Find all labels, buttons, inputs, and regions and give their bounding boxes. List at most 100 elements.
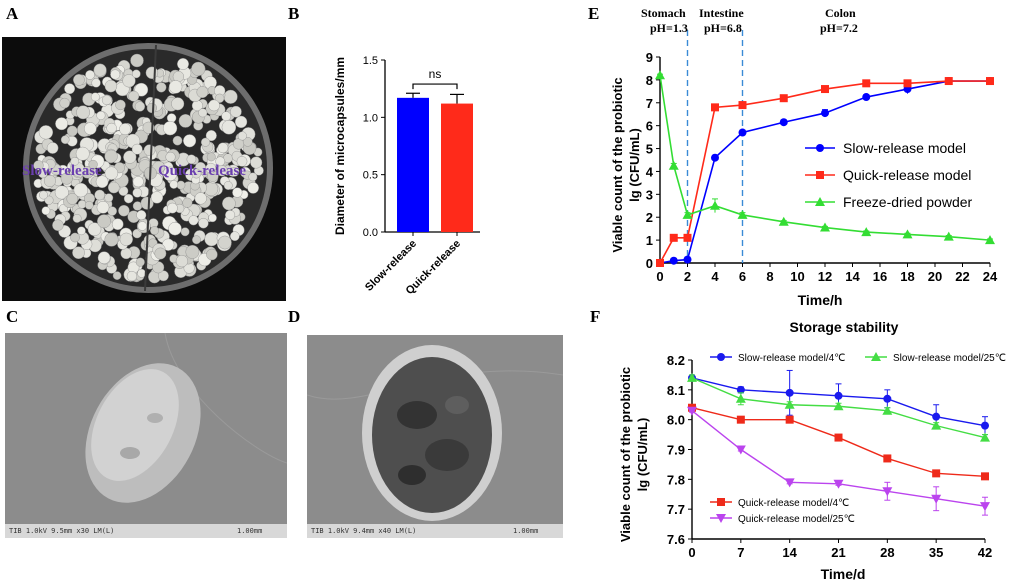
- f-y-tick-label: 8.0: [667, 413, 685, 428]
- e-point-freeze: [737, 209, 748, 219]
- f-point-slow-25c: [833, 401, 844, 411]
- f-x-tick-label: 14: [782, 545, 797, 560]
- f-point-slow-4c: [932, 412, 941, 421]
- e-y-tick-label: 8: [646, 73, 653, 88]
- e-x-tick-label: 14: [845, 269, 860, 284]
- label-quick-release: Quick-release: [158, 163, 246, 179]
- e-phase-colon: Colon: [825, 6, 856, 20]
- e-point-freeze: [861, 227, 872, 237]
- e-point-quick: [656, 259, 664, 267]
- e-y-tick-label: 6: [646, 119, 653, 134]
- b-bar-slow: [397, 97, 429, 232]
- e-y-axis-title: Viable count of the probiotic: [610, 77, 625, 252]
- f-point-quick-25c: [784, 478, 795, 488]
- e-y-axis-title-2: lg (CFU/mL): [627, 128, 642, 202]
- e-point-freeze: [985, 235, 995, 245]
- e-point-quick: [903, 79, 912, 88]
- e-phase-intestine-ph: pH=6.8: [704, 21, 742, 35]
- e-legend-marker-quick: [816, 171, 824, 179]
- f-point-slow-25c: [931, 420, 942, 430]
- b-y-tick-label: 0.5: [363, 170, 378, 182]
- e-point-slow: [669, 256, 678, 265]
- e-x-tick-label: 0: [656, 269, 663, 284]
- e-point-slow: [738, 128, 747, 137]
- f-y-tick-label: 7.9: [667, 443, 685, 458]
- sem-d-info: TIB 1.0kV 9.4mm x40 LM(L): [311, 527, 417, 535]
- label-slow-release: Slow-release: [22, 163, 102, 179]
- e-phase-stomach: Stomach: [641, 6, 686, 20]
- f-point-slow-4c: [834, 391, 843, 400]
- b-bar-quick: [441, 103, 473, 232]
- f-point-quick-4c: [981, 472, 989, 481]
- e-x-axis-title: Time/h: [798, 292, 843, 308]
- e-y-tick-label: 9: [646, 50, 653, 65]
- f-x-tick-label: 42: [978, 545, 992, 560]
- f-point-slow-4c: [981, 421, 989, 430]
- f-legend-marker-quick-25c: [716, 514, 726, 523]
- panel-letter-b: B: [288, 4, 300, 23]
- f-legend-label-slow-25c: Slow-release model/25℃: [893, 353, 1006, 364]
- sem-c-info: TIB 1.0kV 9.5mm x30 LM(L): [9, 527, 115, 535]
- e-point-freeze: [902, 229, 913, 239]
- f-point-quick-4c: [932, 469, 941, 478]
- e-line-freeze: [659, 75, 991, 241]
- f-chart-title: Storage stability: [790, 319, 899, 335]
- e-x-tick-label: 24: [983, 269, 998, 284]
- f-y-axis-title: Viable count of the probiotic: [618, 367, 633, 542]
- e-point-freeze: [668, 160, 679, 170]
- e-y-tick-label: 0: [646, 256, 653, 271]
- e-point-quick: [738, 101, 747, 110]
- e-point-slow: [821, 109, 829, 118]
- f-point-slow-25c: [980, 432, 990, 442]
- e-y-tick-label: 3: [646, 187, 653, 202]
- panel-letter-d: D: [288, 307, 301, 326]
- e-point-quick: [821, 85, 829, 94]
- panel-letter-e: E: [588, 4, 600, 23]
- e-x-tick-label: 4: [711, 269, 719, 284]
- f-y-tick-label: 7.6: [667, 532, 685, 547]
- e-x-tick-label: 16: [873, 269, 887, 284]
- e-y-tick-label: 4: [646, 164, 654, 179]
- e-x-tick-label: 22: [955, 269, 969, 284]
- e-point-freeze: [655, 70, 665, 80]
- f-x-tick-label: 35: [929, 545, 943, 560]
- e-point-freeze: [710, 200, 720, 210]
- e-x-tick-label: 2: [684, 269, 691, 284]
- f-point-quick-25c: [882, 487, 893, 497]
- f-point-slow-4c: [736, 385, 745, 394]
- f-x-tick-label: 21: [831, 545, 845, 560]
- f-legend-label-slow-4c: Slow-release model/4℃: [738, 353, 845, 364]
- f-point-quick-25c: [735, 445, 746, 455]
- e-legend-marker-slow: [816, 144, 824, 152]
- e-point-slow: [711, 153, 719, 162]
- f-legend-label-quick-25c: Quick-release model/25℃: [738, 514, 855, 525]
- e-phase-colon-ph: pH=7.2: [820, 21, 858, 35]
- f-point-quick-25c: [931, 494, 942, 504]
- b-significance-bracket: [412, 83, 458, 90]
- chart-storage-stability: Storage stability 7.6 7.7 7.8 7.9 8.0 8.1 8.2 0 7…: [618, 319, 1006, 582]
- e-x-tick-label: 6: [739, 269, 746, 284]
- f-point-quick-4c: [834, 433, 843, 442]
- e-point-quick: [986, 77, 994, 86]
- e-legend-label-freeze: Freeze-dried powder: [843, 194, 973, 210]
- e-phase-stomach-ph: pH=1.3: [650, 21, 688, 35]
- f-x-tick-label: 28: [880, 545, 894, 560]
- sem-image-intact: TIB 1.0kV 9.5mm x30 LM(L) 1.00mm: [5, 333, 287, 538]
- e-phase-intestine: Intestine: [699, 6, 744, 20]
- e-point-slow: [683, 255, 692, 264]
- f-legend-marker-quick-4c: [717, 498, 725, 506]
- f-y-tick-label: 7.8: [667, 472, 685, 487]
- f-line-quick-25c: [691, 410, 986, 507]
- e-point-freeze: [682, 209, 693, 219]
- petri-dish-photo: [2, 37, 286, 301]
- f-legend-marker-slow-25c: [871, 352, 881, 361]
- f-point-quick-4c: [883, 454, 892, 463]
- sem-d-scale: 1.00mm: [513, 527, 539, 535]
- e-x-tick-label: 8: [766, 269, 773, 284]
- e-point-slow: [862, 93, 871, 102]
- chart-microcapsule-diameter: 0.00.51.01.5Slow-releaseQuick-releasensD…: [333, 55, 480, 297]
- e-y-tick-label: 2: [646, 210, 653, 225]
- f-point-quick-4c: [785, 415, 794, 424]
- f-point-slow-25c: [784, 399, 795, 409]
